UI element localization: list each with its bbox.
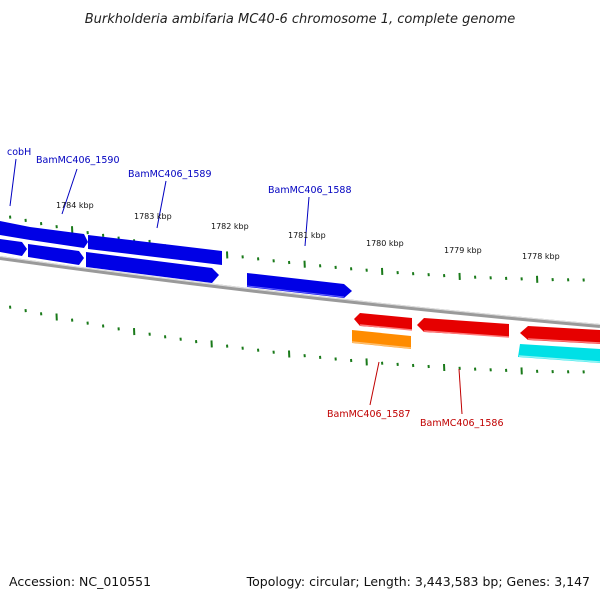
forward-genes-outer <box>0 221 222 265</box>
topology-summary: Topology: circular; Length: 3,443,583 bp… <box>246 574 590 589</box>
gene-forward-inner-3[interactable] <box>86 252 219 283</box>
leader-BamMC406_1586 <box>458 368 463 415</box>
accession-text: Accession: NC_010551 <box>9 574 151 589</box>
gene-labels: cobH BamMC406_1590 BamMC406_1589 BamMC40… <box>7 147 503 429</box>
gene-forward-inner-1[interactable] <box>0 239 27 256</box>
leader-BamMC406_1587 <box>369 361 380 406</box>
ruler-label-1778: 1778 kbp <box>522 252 560 261</box>
lower-tick-row <box>9 305 585 375</box>
ruler-label-1782: 1782 kbp <box>211 222 249 231</box>
gene-BamMC406_1589[interactable] <box>88 235 222 265</box>
page-title: Burkholderia ambifaria MC40-6 chromosome… <box>85 12 515 27</box>
leader-BamMC406_1589 <box>156 180 167 229</box>
gene-forward-inner-2[interactable] <box>28 244 84 265</box>
ruler-labels: 1784 kbp 1783 kbp 1782 kbp 1781 kbp 1780… <box>56 201 560 261</box>
gene-label-BamMC406_1587[interactable]: BamMC406_1587 <box>327 409 410 420</box>
label-leaders <box>9 158 463 415</box>
ruler-label-1781: 1781 kbp <box>288 231 326 240</box>
gene-label-BamMC406_1586[interactable]: BamMC406_1586 <box>420 418 503 429</box>
forward-genes-inner <box>0 239 352 298</box>
gene-reverse-c-shade <box>527 338 600 344</box>
gene-cyan-shade <box>518 355 600 363</box>
gene-BamMC406_1588-shade <box>246 285 345 298</box>
reverse-genes <box>351 313 600 363</box>
gene-BamMC406_1587-shade <box>351 341 412 349</box>
ruler-label-1780: 1780 kbp <box>366 239 404 248</box>
gene-label-BamMC406_1588[interactable]: BamMC406_1588 <box>268 185 351 196</box>
gene-BamMC406_1590[interactable] <box>30 227 88 248</box>
gene-label-cobH[interactable]: cobH <box>7 147 31 158</box>
gene-cyan[interactable] <box>518 344 600 363</box>
genome-backbone <box>0 256 600 328</box>
gene-BamMC406_1586-shade <box>423 330 510 338</box>
ruler-label-1784: 1784 kbp <box>56 201 94 210</box>
gene-label-BamMC406_1589[interactable]: BamMC406_1589 <box>128 169 211 180</box>
gene-BamMC406_1588[interactable] <box>247 273 352 298</box>
leader-cobH <box>9 158 17 207</box>
gene-reverse-a-shade <box>359 324 413 331</box>
genome-backbone-highlight <box>0 256 600 325</box>
leader-BamMC406_1590 <box>61 168 78 215</box>
ruler-label-1783: 1783 kbp <box>134 212 172 221</box>
gene-label-BamMC406_1590[interactable]: BamMC406_1590 <box>36 155 119 166</box>
gene-cobH[interactable] <box>0 221 30 240</box>
gene-BamMC406_1587[interactable] <box>352 330 411 349</box>
ruler-label-1779: 1779 kbp <box>444 246 482 255</box>
leader-BamMC406_1588 <box>304 196 310 247</box>
